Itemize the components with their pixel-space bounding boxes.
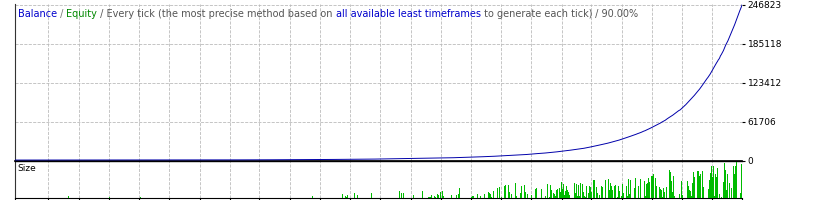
Text: Equity: Equity <box>66 9 97 19</box>
Text: Balance: Balance <box>18 9 57 19</box>
Text: all available least timeframes: all available least timeframes <box>336 9 480 19</box>
Text: / Every tick (the most precise method based on: / Every tick (the most precise method ba… <box>97 9 336 19</box>
Text: to generate each tick): to generate each tick) <box>480 9 591 19</box>
Text: Size: Size <box>17 164 36 173</box>
Text: / 90.00%: / 90.00% <box>591 9 638 19</box>
Text: /: / <box>57 9 66 19</box>
